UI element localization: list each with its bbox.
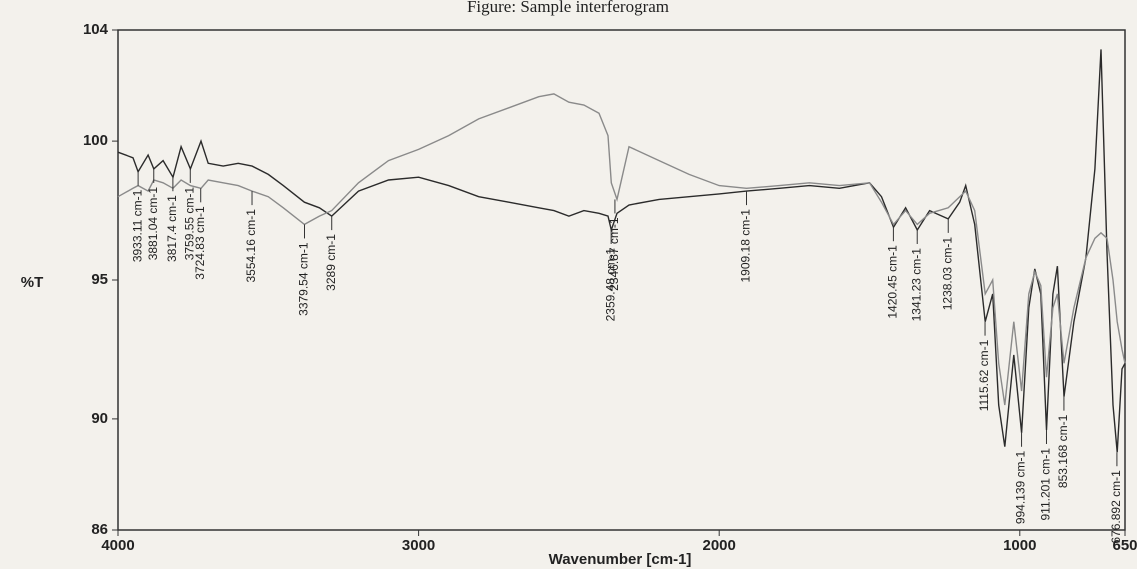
peak-label: 3379.54 cm-1 [297,242,311,316]
peak-label: 2359.48 cm-1 [603,248,617,322]
peak-label: 853.168 cm-1 [1056,414,1070,488]
y-tick-label: 104 [83,21,109,38]
peak-label: 1238.03 cm-1 [940,237,954,311]
y-tick-label: 100 [83,132,108,149]
y-tick-label: 90 [91,410,108,427]
peak-label: 3817.4 cm-1 [165,195,179,262]
peak-label: 3724.83 cm-1 [193,206,207,280]
peak-label: 3881.04 cm-1 [146,187,160,261]
peak-label: 1341.23 cm-1 [909,248,923,322]
peak-label: 911.201 cm-1 [1039,448,1053,521]
y-axis-label: %T [21,274,44,291]
peak-label: 1420.45 cm-1 [886,245,900,319]
x-tick-label: 2000 [703,537,736,554]
peak-label: 3289 cm-1 [324,234,338,291]
peak-label: 1909.18 cm-1 [739,209,753,283]
peak-label: 2346.87 cm-1 [607,217,621,291]
peak-label: 1115.62 cm-1 [977,339,991,411]
x-tick-label: 1000 [1003,537,1036,554]
peak-label: 676.892 cm-1 [1109,470,1123,544]
peak-label: 994.139 cm-1 [1014,450,1028,524]
peak-label: 3554.16 cm-1 [244,209,258,283]
y-tick-label: 86 [91,521,108,538]
x-axis-label: Wavenumber [cm-1] [549,551,692,568]
x-tick-label: 650 [1112,537,1137,554]
chart-title: Figure: Sample interferogram [467,0,669,16]
spectrum-line [117,93,1126,406]
peak-label: 3933.11 cm-1 [130,189,144,262]
plot-frame [117,29,1126,531]
x-tick-label: 3000 [402,537,435,554]
y-tick-label: 95 [91,271,108,288]
peak-label: 3759.55 cm-1 [182,187,196,261]
x-tick-label: 4000 [101,537,134,554]
spectrum-line [117,49,1126,453]
